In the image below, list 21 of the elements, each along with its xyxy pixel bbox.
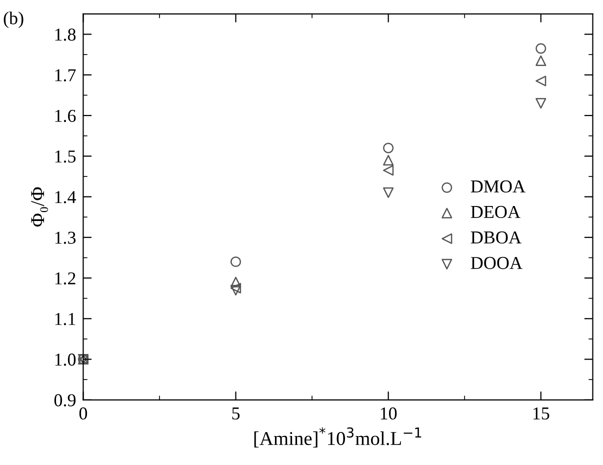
y-tick-label: 1.8: [55, 28, 76, 41]
x-tick-label: 10: [380, 407, 397, 420]
legend-label: DEOA: [470, 206, 520, 218]
y-tick-label: 1.3: [55, 232, 76, 244]
x-tick-label: 5: [232, 408, 240, 420]
y-tick-label: 1.6: [55, 110, 76, 122]
y-tick-label: 1.5: [55, 150, 76, 163]
x-tick-label: 15: [533, 407, 550, 420]
y-tick-label: 1.4: [55, 191, 76, 204]
y-tick-label: 0.9: [54, 394, 76, 406]
text: (b): [4, 12, 24, 28]
y-tick-label: 1.1: [55, 312, 76, 326]
y-tick-label: 1.2: [55, 272, 76, 285]
y-tick-label: 1.0: [55, 354, 76, 366]
legend-label: DBOA: [470, 231, 522, 244]
y-axis-title: Φ₀/Φ: [31, 187, 48, 227]
legend-label: DMOA: [470, 180, 526, 193]
legend-label: DOOA: [470, 256, 522, 270]
y-tick-label: 1.7: [55, 69, 76, 82]
x-axis-title: [Amine]$^{*}$10$^{3}$mol.L$^{−1}$: [254, 427, 422, 448]
x-tick-label: 0: [79, 407, 88, 420]
